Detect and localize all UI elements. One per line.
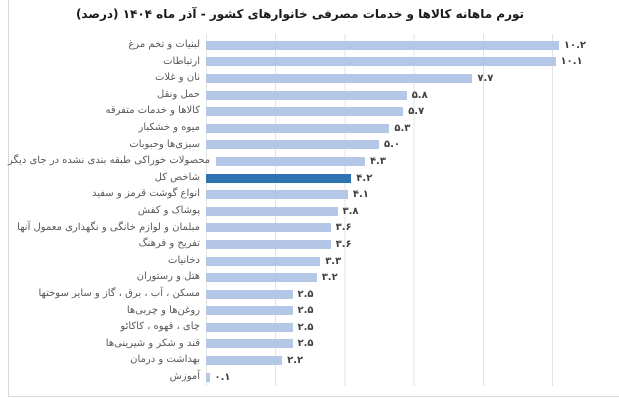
- category-label: شاخص کل: [154, 171, 200, 183]
- bar-row: شاخص کل ۴.۲: [8, 170, 619, 187]
- category-label: روغن‌ها و چربی‌ها: [126, 304, 200, 316]
- category-label: حمل ونقل: [157, 88, 200, 100]
- bar: [206, 140, 379, 150]
- bar-row: بهداشت و درمان ۲.۲: [8, 352, 619, 369]
- bar: [206, 372, 210, 382]
- category-label: ارتباطات: [163, 55, 200, 67]
- bar-row: کالاها و خدمات متفرقه ۵.۷: [8, 103, 619, 120]
- bar: [206, 40, 559, 50]
- bar: [206, 356, 283, 366]
- bar-row: حمل ونقل ۵.۸: [8, 87, 619, 104]
- bar: [206, 173, 352, 183]
- bar: [206, 90, 407, 100]
- category-label: میوه و خشکبار: [138, 121, 200, 133]
- category-label: دخانیات: [168, 254, 200, 266]
- value-label: ۴.۳: [369, 155, 386, 167]
- bar: [206, 289, 293, 299]
- bar-row: پوشاک و کفش ۳.۸: [8, 203, 619, 220]
- category-label: نان و غلات: [155, 72, 200, 84]
- bar-rows-container: لبنیات و تخم مرغ ۱۰.۲ ارتباطات ۱۰.۱ نان …: [8, 37, 619, 385]
- bar-row: تفریح و فرهنگ ۳.۶: [8, 236, 619, 253]
- category-label: آموزش: [169, 370, 200, 382]
- bar-row: میوه و خشکبار ۵.۳: [8, 120, 619, 137]
- bar: [206, 306, 293, 316]
- bar-row: سبزی‌ها وحبوبات ۵.۰: [8, 137, 619, 154]
- category-label: لبنیات و تخم مرغ: [128, 39, 200, 50]
- category-label: محصولات خوراکی طبقه بندی نشده در جای دیگ…: [8, 155, 211, 167]
- value-label: ۵.۷: [408, 106, 425, 118]
- value-label: ۳.۶: [335, 222, 352, 234]
- bar: [206, 339, 293, 349]
- value-label: ۲.۵: [297, 321, 314, 333]
- bar: [206, 206, 338, 216]
- bar: [206, 107, 404, 117]
- bar-row: محصولات خوراکی طبقه بندی نشده در جای دیگ…: [8, 153, 619, 170]
- value-label: ۵.۰: [384, 139, 401, 151]
- value-label: ۲.۵: [297, 305, 314, 317]
- value-label: ۰.۱: [214, 371, 231, 383]
- bar-row: آموزش ۰.۱: [8, 369, 619, 386]
- bar: [206, 256, 321, 266]
- bar-row: ارتباطات ۱۰.۱: [8, 54, 619, 71]
- value-label: ۲.۵: [297, 288, 314, 300]
- chart-frame-bottom-border: [8, 396, 619, 397]
- category-label: مبلمان و لوازم خانگی و نگهداری معمول آنه…: [17, 221, 200, 233]
- value-label: ۳.۳: [325, 255, 342, 267]
- value-label: ۱۰.۲: [563, 39, 586, 51]
- bar-row: دخانیات ۳.۳: [8, 253, 619, 270]
- bar: [206, 223, 331, 233]
- bar-row: نان و غلات ۷.۷: [8, 70, 619, 87]
- value-label: ۳.۲: [321, 272, 338, 284]
- bar-row: روغن‌ها و چربی‌ها ۲.۵: [8, 303, 619, 320]
- bar: [206, 239, 331, 249]
- value-label: ۴.۱: [352, 189, 369, 201]
- bar-row: چای ، قهوه ، کاکائو ۲.۵: [8, 319, 619, 336]
- value-label: ۴.۲: [356, 172, 373, 184]
- category-label: قند و شکر و شیرینی‌ها: [105, 337, 200, 349]
- bar: [206, 57, 556, 67]
- value-label: ۳.۸: [342, 205, 359, 217]
- category-label: مسکن ، آب ، برق ، گاز و سایر سوختها: [38, 287, 200, 299]
- value-label: ۲.۵: [297, 338, 314, 350]
- category-label: انواع گوشت قرمز و سفید: [91, 188, 200, 200]
- bar: [216, 156, 365, 166]
- value-label: ۳.۶: [335, 238, 352, 250]
- bar-row: مسکن ، آب ، برق ، گاز و سایر سوختها ۲.۵: [8, 286, 619, 303]
- bar: [206, 123, 390, 133]
- bar-row: لبنیات و تخم مرغ ۱۰.۲: [8, 37, 619, 54]
- value-label: ۵.۳: [394, 122, 411, 134]
- bar-row: قند و شکر و شیرینی‌ها ۲.۵: [8, 336, 619, 353]
- category-label: بهداشت و درمان: [130, 354, 200, 366]
- category-label: پوشاک و کفش: [137, 204, 200, 216]
- chart-frame-left-border: [8, 0, 9, 396]
- value-label: ۵.۸: [411, 89, 428, 101]
- value-label: ۲.۲: [287, 355, 304, 367]
- bar-row: انواع گوشت قرمز و سفید ۴.۱: [8, 186, 619, 203]
- bar: [206, 190, 348, 200]
- category-label: تفریح و فرهنگ: [138, 238, 200, 250]
- value-label: ۱۰.۱: [560, 56, 583, 68]
- bar: [206, 322, 293, 332]
- category-label: کالاها و خدمات متفرقه: [105, 105, 200, 117]
- category-label: سبزی‌ها وحبوبات: [129, 138, 200, 150]
- category-label: چای ، قهوه ، کاکائو: [120, 321, 200, 333]
- bar-row: مبلمان و لوازم خانگی و نگهداری معمول آنه…: [8, 220, 619, 237]
- chart-title: تورم ماهانه کالاها و خدمات مصرفی خانواره…: [75, 7, 525, 21]
- bar: [206, 273, 317, 283]
- category-label: هتل و رستوران: [136, 271, 200, 283]
- value-label: ۷.۷: [477, 72, 494, 84]
- bar-row: هتل و رستوران ۳.۲: [8, 269, 619, 286]
- bar: [206, 73, 473, 83]
